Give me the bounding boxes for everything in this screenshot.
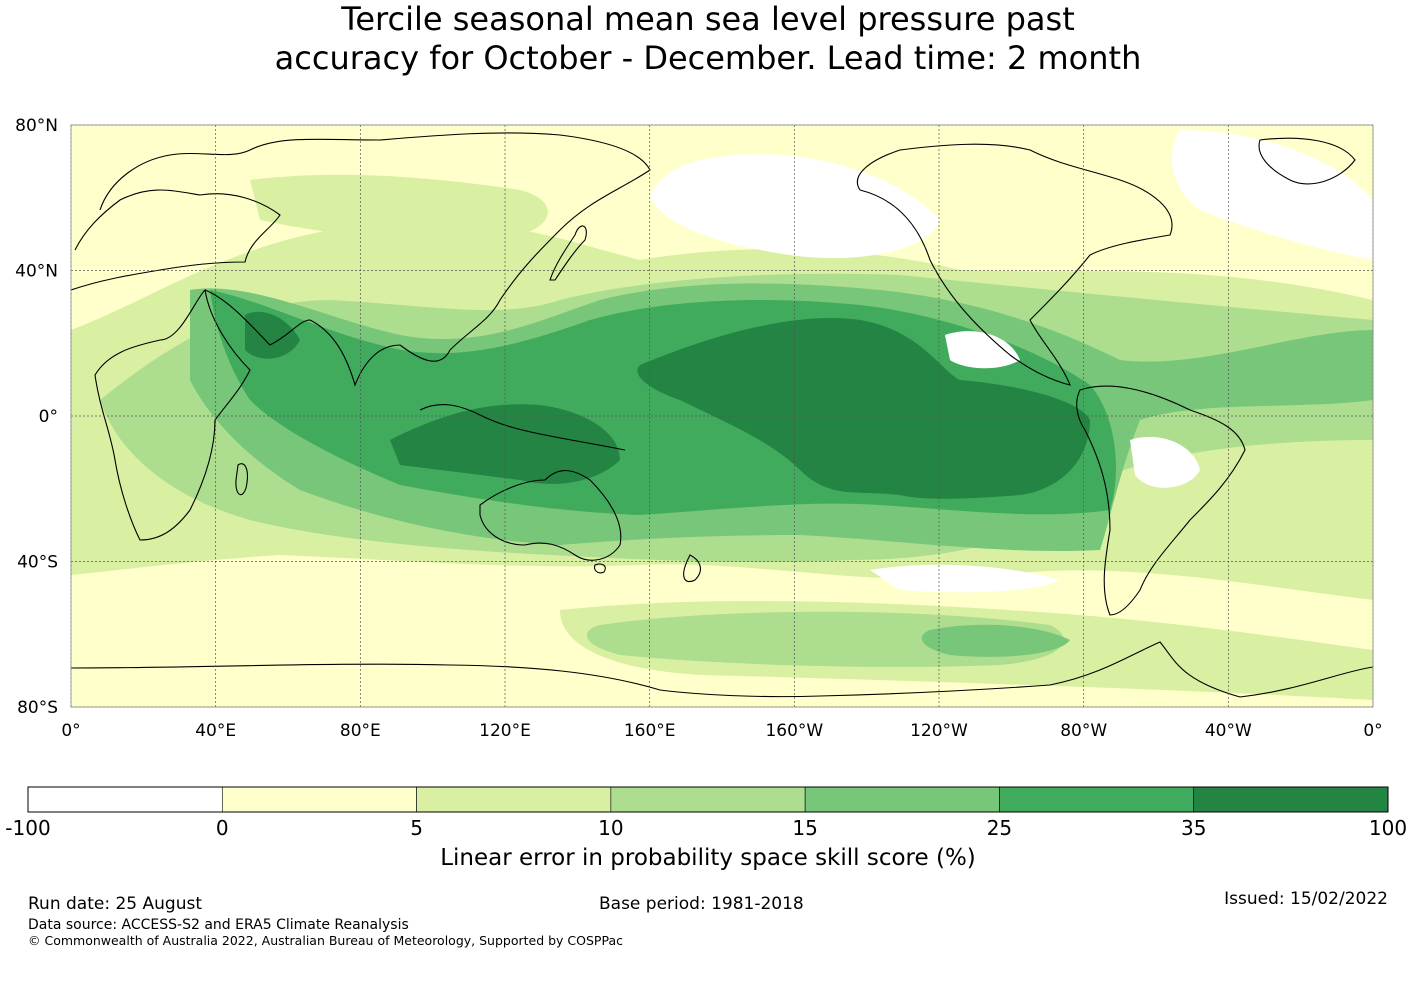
coast-africa <box>94 288 251 541</box>
coast-tasmania <box>594 563 606 574</box>
skill-band-35-100-indonesia <box>390 404 620 484</box>
coast-south-america <box>1076 385 1246 616</box>
longitude-labels: 0° 40°E 80°E 120°E 160°E 160°W 120°W 80°W 40°W 0° <box>61 721 1382 741</box>
coast-australia <box>479 470 622 561</box>
coastlines <box>71 132 1373 698</box>
coast-antarctica <box>71 641 1373 698</box>
colorbar-segment <box>221 786 417 813</box>
negative-skill-south-america <box>1130 436 1200 488</box>
lat-label: 40°S <box>17 553 58 573</box>
map-frame <box>70 124 1374 708</box>
lon-label: 160°W <box>765 721 823 741</box>
negative-skill-mexico <box>945 331 1020 369</box>
lon-label: 40°E <box>195 721 236 741</box>
coast-north-america <box>857 143 1173 386</box>
coast-madagascar <box>235 463 248 496</box>
coast-maritime-continent <box>419 404 626 451</box>
colorbar-tick-label: 25 <box>986 816 1013 840</box>
map-title: Tercile seasonal mean sea level pressure… <box>0 0 1416 78</box>
colorbar-frame <box>27 786 1389 813</box>
lat-label: 80°S <box>17 698 58 718</box>
negative-skill-southern-ocean <box>870 564 1060 593</box>
colorbar-segment <box>1193 786 1389 813</box>
colorbar-tick-label: 0 <box>215 816 229 840</box>
lon-label: 80°E <box>340 721 381 741</box>
data-source: Data source: ACCESS-S2 and ERA5 Climate … <box>28 917 409 933</box>
colorbar-tick-label: -100 <box>5 816 51 840</box>
coast-scandinavia <box>99 149 251 211</box>
run-date: Run date: 25 August <box>28 894 202 914</box>
colorbar-segment <box>416 786 612 813</box>
skill-band-35-100-pacific <box>637 318 1090 499</box>
colorbar-segment <box>804 786 1000 813</box>
lat-label: 80°N <box>15 116 58 136</box>
colorbar-tick-label: 15 <box>792 816 818 840</box>
title-line-1: Tercile seasonal mean sea level pressure… <box>341 0 1075 38</box>
coast-greenland <box>1258 137 1356 185</box>
coast-japan <box>549 225 587 281</box>
colorbar-segment <box>999 786 1195 813</box>
colorbar-segment <box>610 786 806 813</box>
skill-band-5-10-north <box>250 174 548 242</box>
colorbar-segment <box>27 786 223 813</box>
coast-arabia-india <box>204 289 401 387</box>
lon-label: 0° <box>61 721 80 741</box>
lon-label: 120°E <box>479 721 531 741</box>
latitude-labels: 80°N 40°N 0° 40°S 80°S <box>15 116 58 718</box>
lon-label: 80°W <box>1060 721 1107 741</box>
negative-skill-arctic-canada <box>1171 130 1373 260</box>
lon-label: 120°W <box>910 721 968 741</box>
colorbar-tick-label: 35 <box>1180 816 1207 840</box>
lon-label: 160°E <box>624 721 676 741</box>
colorbar-tick-label: 10 <box>598 816 624 840</box>
colorbar <box>27 786 1389 813</box>
colorbar-title: Linear error in probability space skill … <box>440 845 976 871</box>
lat-label: 40°N <box>15 262 58 282</box>
colorbar-tick-label: 5 <box>410 816 423 840</box>
title-line-2: accuracy for October - December. Lead ti… <box>274 39 1142 77</box>
lon-label: 40°W <box>1205 721 1252 741</box>
issued-date: Issued: 15/02/2022 <box>1224 889 1388 909</box>
coast-new-zealand <box>683 554 701 582</box>
negative-skill-north-pacific <box>650 154 940 259</box>
lat-label: 0° <box>39 407 58 427</box>
base-period: Base period: 1981-2018 <box>599 894 804 914</box>
skill-band-35-100-arabia <box>245 311 300 359</box>
lon-label: 0° <box>1363 721 1382 741</box>
skill-field <box>71 125 1373 707</box>
copyright: © Commonwealth of Australia 2022, Austra… <box>28 933 623 948</box>
coast-east-asia <box>249 132 651 362</box>
coast-europe <box>71 189 281 291</box>
colorbar-tick-label: 100 <box>1368 816 1408 840</box>
skill-band-15-25-south <box>921 624 1070 657</box>
